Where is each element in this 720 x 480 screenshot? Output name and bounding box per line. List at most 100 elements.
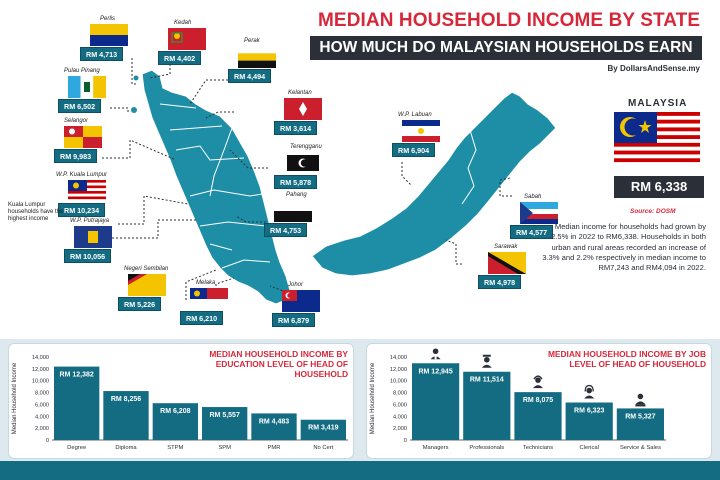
nsembilan-flag-icon — [128, 274, 166, 296]
malaysia-label: MALAYSIA — [628, 98, 688, 109]
source-note: Source: DOSM — [630, 208, 676, 215]
east-malaysia-shape — [311, 91, 557, 277]
state-name: Selangor — [64, 118, 89, 124]
bar-value-label: RM 12,382 — [60, 372, 94, 379]
y-tick-label: 4,000 — [35, 414, 49, 420]
bar — [54, 366, 100, 440]
job-chart-title-text: MEDIAN HOUSEHOLD INCOME BY JOB LEVEL OF … — [547, 349, 706, 370]
y-axis-label: Median Household Income — [370, 362, 376, 434]
bar — [616, 408, 664, 440]
state-name: Kelantan — [288, 90, 312, 96]
state-income-value: RM 6,904 — [392, 143, 436, 157]
sabah-sarawak-border — [461, 129, 477, 205]
state-name: Melaka — [196, 280, 216, 286]
terengganu-flag-icon — [284, 152, 322, 174]
state-income-value: RM 4,577 — [510, 225, 554, 239]
bar — [152, 403, 198, 440]
sarawak-flag-icon — [488, 252, 526, 274]
state-name: Perak — [244, 38, 260, 44]
page-subtitle: HOW MUCH DO MALAYSIAN HOUSEHOLDS EARN — [310, 36, 702, 60]
x-category-label: STPM — [167, 445, 183, 451]
service-icon — [635, 393, 646, 407]
y-tick-label: 4,000 — [393, 414, 407, 420]
johor-flag-icon — [282, 290, 320, 312]
bar-value-label: RM 11,514 — [470, 377, 504, 384]
bar — [251, 413, 297, 440]
state-name: Sabah — [524, 194, 542, 200]
y-tick-label: 8,000 — [35, 391, 49, 397]
bar-value-label: RM 6,208 — [160, 408, 190, 415]
state-name: Terengganu — [290, 144, 322, 150]
state-name: Johor — [288, 282, 304, 288]
malaysia-flag-icon — [614, 112, 700, 166]
x-category-label: Technicians — [523, 445, 553, 451]
labuan-flag-icon — [402, 120, 440, 142]
y-tick-label: 0 — [404, 438, 407, 444]
putrajaya-flag-icon — [74, 226, 112, 248]
state-name: Negeri Sembilan — [124, 266, 169, 272]
page-title: MEDIAN HOUSEHOLD INCOME BY STATE — [318, 10, 701, 31]
technician-icon — [533, 375, 543, 389]
y-tick-label: 14,000 — [390, 355, 407, 361]
kl-flag-icon — [68, 180, 106, 203]
melaka-flag-icon — [190, 288, 228, 310]
y-tick-label: 10,000 — [390, 379, 407, 385]
job-chart-title: MEDIAN HOUSEHOLD INCOME BY JOB LEVEL OF … — [540, 349, 706, 369]
pahang-flag-icon — [274, 200, 312, 222]
state-name: Pulau Pinang — [64, 68, 100, 74]
penang-island — [131, 107, 137, 113]
state-borders — [159, 103, 271, 269]
y-axis-label: Median Household Income — [12, 362, 18, 434]
penang-flag-icon — [68, 76, 106, 98]
bar — [103, 391, 149, 440]
x-category-label: No Cert — [313, 445, 333, 451]
education-chart-title-text: MEDIAN HOUSEHOLD INCOME BY EDUCATION LEV… — [209, 349, 348, 380]
x-category-label: PMR — [268, 445, 281, 451]
state-income-value: RM 5,878 — [274, 175, 318, 189]
x-category-label: Degree — [67, 445, 86, 451]
kl-highlight-note: Kuala Lumpur households have the highest… — [8, 202, 64, 223]
bar-value-label: RM 5,557 — [209, 412, 239, 419]
education-chart-title: MEDIAN HOUSEHOLD INCOME BY EDUCATION LEV… — [190, 349, 348, 379]
bar — [463, 371, 511, 440]
x-category-label: SPM — [218, 445, 231, 451]
kedah-flag-icon — [168, 28, 206, 50]
state-income-value: RM 6,502 — [58, 99, 102, 113]
state-income-value: RM 4,753 — [264, 223, 308, 237]
y-tick-label: 14,000 — [32, 355, 49, 361]
bar — [412, 363, 460, 440]
education-bar-chart: Median Household Income 0 2,000 4,000 6,000 8… — [12, 355, 348, 451]
bar-value-label: RM 5,327 — [625, 413, 655, 420]
perlis-flag-icon — [90, 24, 128, 46]
state-income-value: RM 3,614 — [274, 121, 318, 135]
leader-lines — [96, 48, 512, 300]
bar — [565, 402, 613, 440]
state-income-value: RM 9,983 — [54, 149, 98, 163]
perak-flag-icon — [238, 46, 276, 68]
state-income-value: RM 10,234 — [58, 203, 106, 217]
bar-value-label: RM 8,256 — [111, 396, 141, 403]
malaysia-map — [96, 48, 557, 305]
professional-icon — [481, 354, 492, 368]
state-income-value: RM 5,226 — [118, 297, 162, 311]
y-tick-label: 10,000 — [32, 379, 49, 385]
state-name: Kedah — [174, 20, 192, 26]
y-tick-label: 0 — [46, 438, 49, 444]
x-category-label: Diploma — [115, 445, 137, 451]
bar-value-label: RM 4,483 — [259, 418, 289, 425]
job-bar-chart: Median Household Income 0 2,000 4,000 6,000 8… — [370, 348, 666, 451]
selangor-flag-icon — [64, 126, 102, 148]
sabah-flag-icon — [520, 202, 558, 224]
kelantan-flag-icon — [284, 98, 322, 120]
state-name: W.P. Putrajaya — [70, 218, 110, 224]
state-income-value: RM 4,494 — [228, 69, 272, 83]
x-category-label: Clerical — [580, 445, 599, 451]
x-category-label: Professionals — [469, 445, 504, 451]
credit-text: By DollarsAndSense.my — [607, 64, 700, 73]
state-income-value: RM 4,978 — [478, 275, 522, 289]
state-name: Perlis — [100, 16, 116, 22]
clerical-icon — [584, 384, 595, 399]
y-tick-label: 2,000 — [393, 426, 407, 432]
y-tick-label: 8,000 — [393, 391, 407, 397]
